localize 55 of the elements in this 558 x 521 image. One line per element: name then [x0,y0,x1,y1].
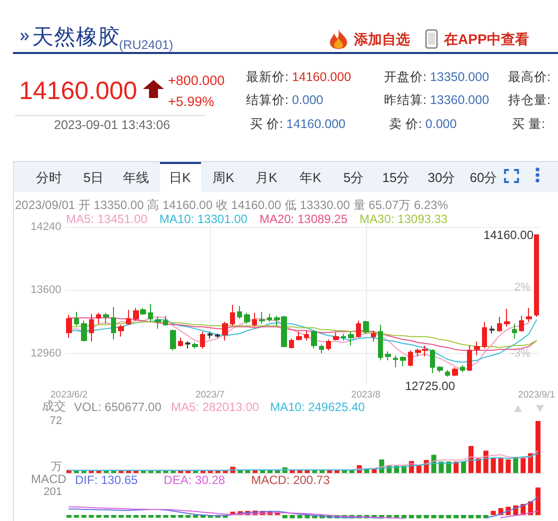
annotation: 14160.00 [483,228,534,242]
text: 30分 [428,170,456,186]
y2-tick-label: 2% [514,281,530,294]
y-tick-label: 13600 [30,284,62,296]
y-tick-label: 12960 [30,347,62,360]
x-tick-label: 2023/8 [351,390,380,400]
text: 卖 价: 0.000 [389,116,457,130]
text: MA20: 13089.25 [259,212,348,226]
text: 201 [44,486,62,498]
text: +5.99% [168,94,214,110]
text: VOL: 650677.00 [74,400,162,414]
text: MA5: 13451.00 [66,212,148,226]
chart-title: 成交 [42,399,66,413]
text: MA30: 13093.33 [360,212,448,226]
series-label: MACD: 200.73 [251,473,330,487]
y-tick-label: 14240 [30,220,62,233]
text: 分时 [36,170,62,186]
text: 年K [300,170,322,186]
text: 买 量: [512,116,545,132]
text: 5分 [343,170,364,186]
text: 60分 [470,170,498,186]
text: 年线 [123,170,149,186]
text: 买 价: 14160.000 [250,116,346,130]
text: MA5: 282013.00 [171,400,260,414]
text: 结算价: 0.000 [246,92,324,106]
y2-tick-label: -3% [510,347,530,360]
text: 14160.000 [19,76,138,106]
text: 最新价: 14160.000 [246,70,352,84]
text: +800.000 [168,72,225,90]
chart-title: MACD [31,472,67,486]
text: 在APP中查看 [444,30,529,48]
annotation: 12725.00 [404,379,456,393]
text: 万 [51,461,62,473]
chart-title: 2023/09/01 开 13350.00 高 14160.00 收 14160.00 低 13330.00 量 65.07万 6.23% [15,198,448,212]
text: 5日 [83,170,104,186]
text: MA10: 249625.40 [270,400,366,414]
text: 最高价: [508,70,550,84]
x-tick-label: 2023/7 [195,390,225,400]
text: 2023-09-01 13:43:06 [54,118,170,132]
text: 日K [169,170,191,186]
text: 开盘价: 13350.000 [384,70,490,84]
text: 添加自选 [354,30,410,48]
text: (RU2401) [119,38,174,52]
x-tick-label: 2023/6/2 [50,390,88,400]
text: 天然橡胶 [32,25,120,50]
text: 昨结算: 13360.000 [384,92,490,106]
text: 月K [256,170,278,186]
x-tick-label: 2023/9/1 [518,390,556,400]
text: MA10: 13301.00 [159,212,248,226]
series-label: DEA: 30.28 [164,473,226,487]
text: 72 [50,415,62,427]
text: 持仓量: [508,92,550,108]
series-label: DIF: 130.65 [75,473,138,487]
text: 15分 [382,170,410,186]
text: 周K [212,170,234,186]
